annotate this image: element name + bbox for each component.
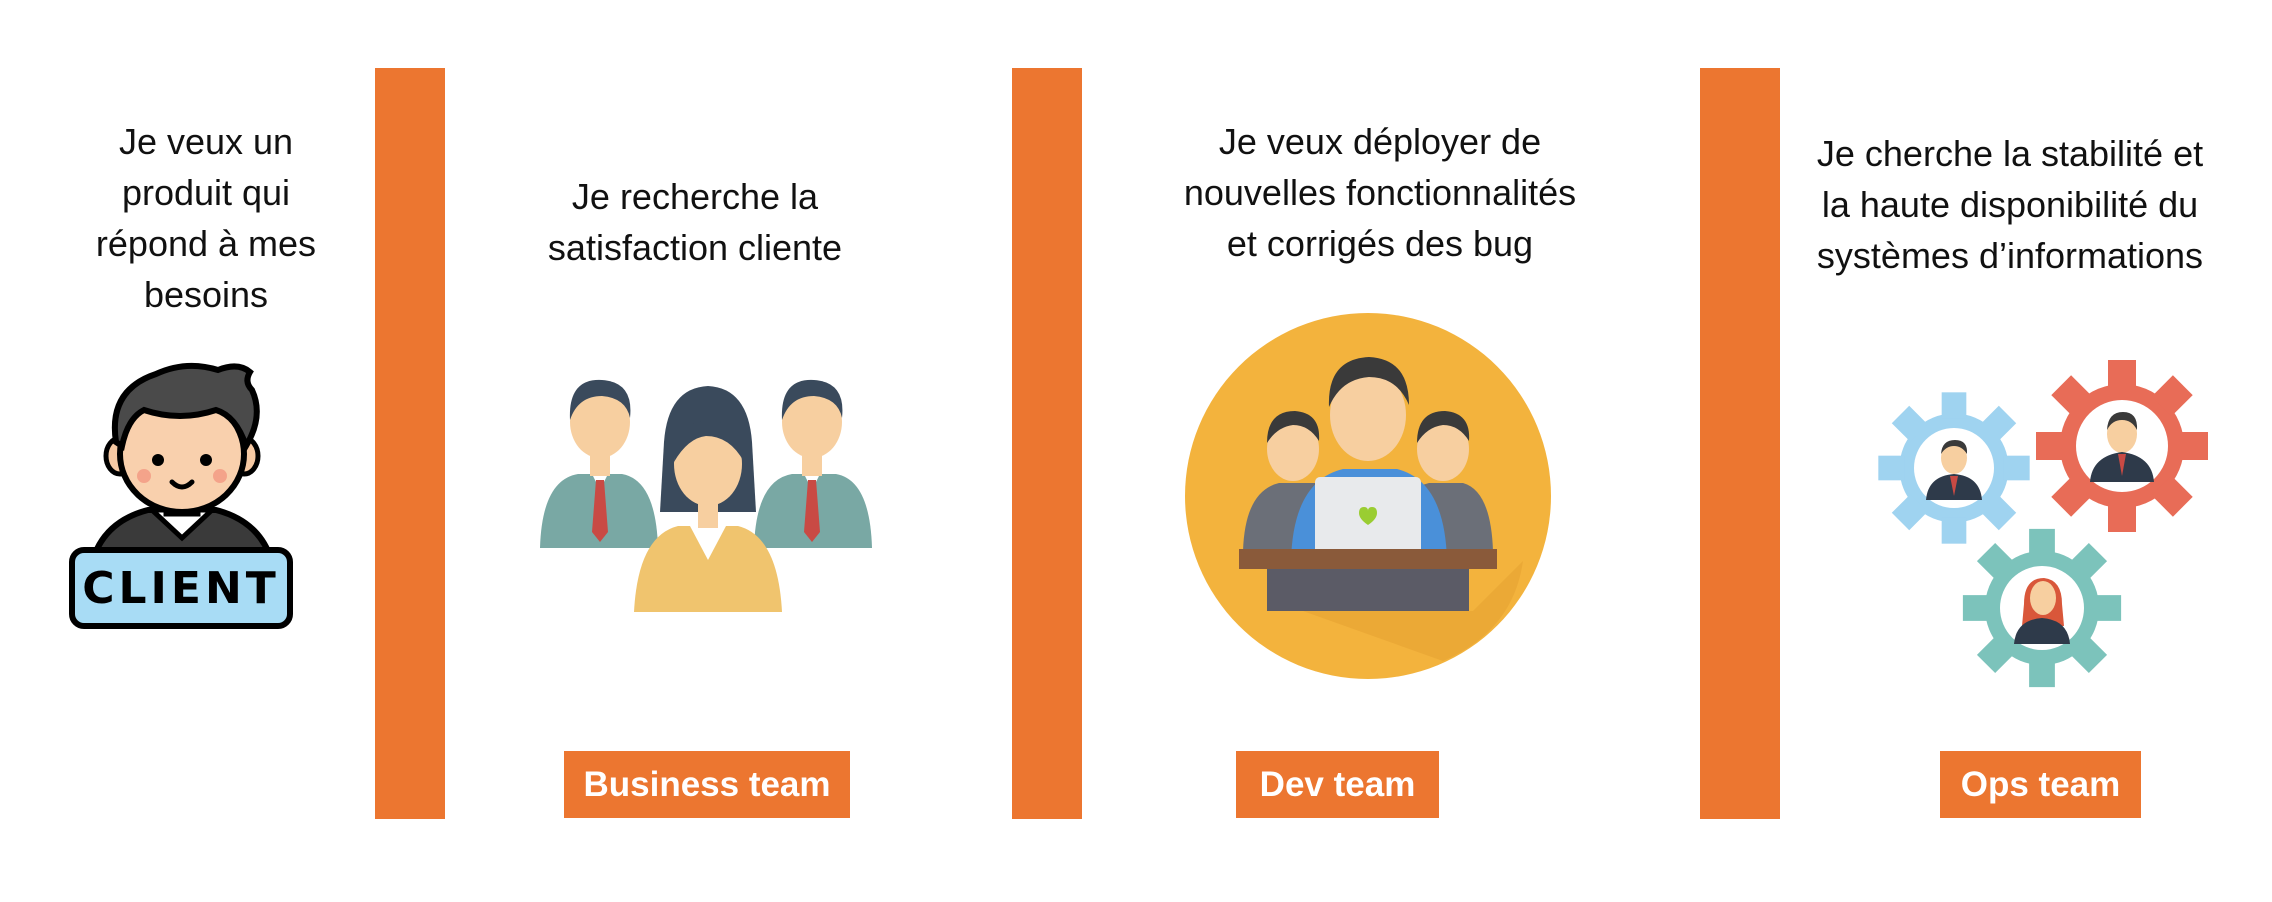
client-avatar-icon: CLIENT	[68, 360, 296, 632]
business-quote: Je recherche la satisfaction cliente	[547, 176, 843, 268]
ops-gears-people-icon	[1878, 358, 2214, 694]
client-badge-text: CLIENT	[82, 562, 280, 614]
developers-laptop-icon	[1183, 311, 1553, 681]
client-quote: Je veux un produit qui répond à mes beso…	[95, 121, 317, 315]
business-team-label: Business team	[564, 751, 850, 818]
ops-team-label: Ops team	[1940, 751, 2141, 818]
ops-quote: Je cherche la stabilité et la haute disp…	[1816, 133, 2204, 276]
divider-bar-2	[1012, 68, 1082, 819]
business-people-icon	[538, 372, 874, 612]
dev-quote: Je veux déployer de nouvelles fonctionna…	[1183, 121, 1577, 264]
dev-team-label: Dev team	[1236, 751, 1439, 818]
divider-bar-3	[1700, 68, 1780, 819]
divider-bar-1	[375, 68, 445, 819]
